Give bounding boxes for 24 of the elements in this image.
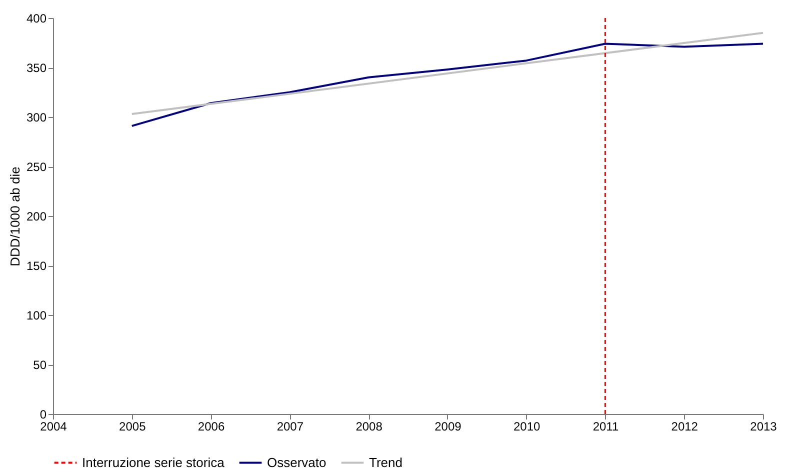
legend-label: Osservato	[267, 454, 326, 470]
x-tick-label: 2007	[276, 420, 304, 434]
y-tick-label: 0	[40, 408, 47, 422]
y-tick-label: 100	[26, 308, 47, 322]
x-tick-label: 2011	[592, 420, 619, 434]
y-axis-title: DDD/1000 ab die	[7, 166, 22, 266]
y-tick-label: 250	[26, 160, 47, 174]
y-tick-label: 200	[26, 210, 47, 224]
y-tick-label: 400	[26, 12, 47, 26]
x-tick-label: 2004	[40, 420, 68, 434]
y-tick-label: 350	[26, 61, 47, 75]
x-tick-label: 2012	[671, 420, 698, 434]
x-tick-label: 2005	[119, 420, 146, 434]
y-tick-label: 150	[26, 259, 47, 273]
y-tick-label: 300	[26, 110, 47, 124]
y-tick-label: 50	[33, 358, 47, 372]
x-tick-label: 2006	[198, 420, 225, 434]
legend-label: Trend	[369, 454, 402, 470]
x-tick-label: 2010	[513, 420, 541, 434]
line-series	[130, 42, 764, 127]
x-tick-label: 2013	[750, 420, 778, 434]
legend-label: Interruzione serie storica	[82, 454, 226, 470]
x-tick-label: 2008	[356, 420, 383, 434]
x-tick-label: 2009	[434, 420, 462, 434]
